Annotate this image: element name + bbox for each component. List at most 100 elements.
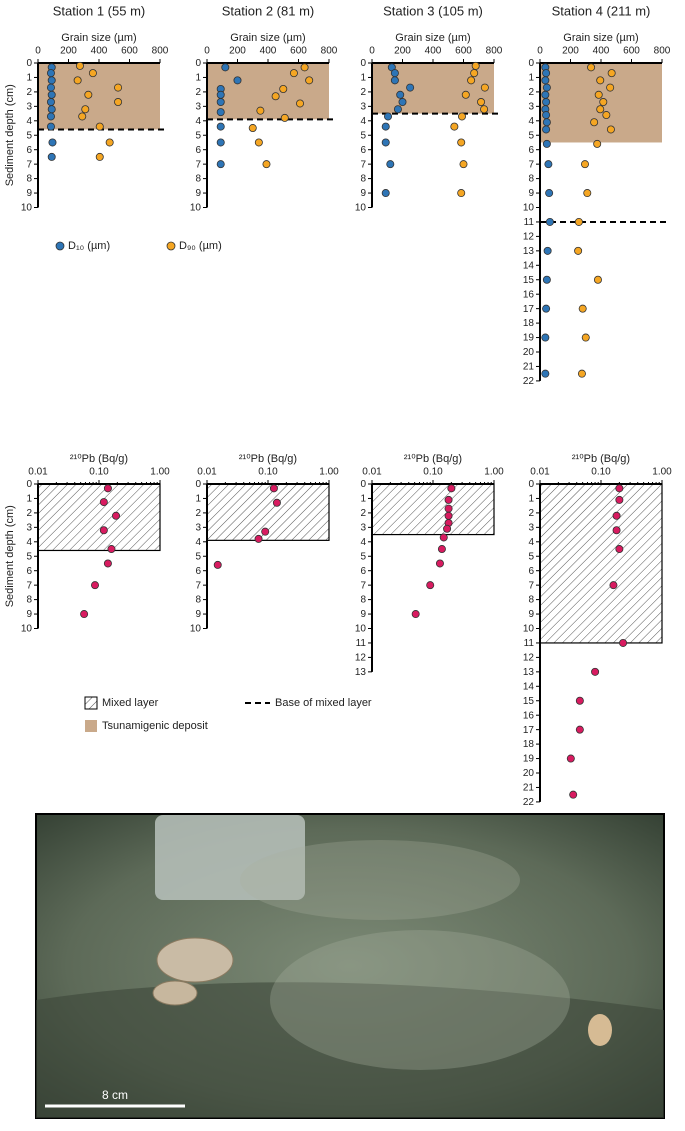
y-tick-label: 8 [528,174,534,185]
y-axis-label: Sediment depth (cm) [4,84,16,186]
point [591,667,600,676]
y-tick-label: 10 [355,624,367,635]
point [84,90,93,99]
point [390,76,399,85]
y-tick-label: 3 [26,101,32,112]
point [256,106,265,115]
x-tick-label: 0.01 [197,467,217,478]
point [606,125,615,134]
y-tick-label: 13 [523,246,535,257]
point [575,696,584,705]
point [261,527,270,536]
point [596,76,605,85]
x-tick-label: 600 [290,46,307,57]
y-tick-label: 8 [360,595,366,606]
x-tick-label: 600 [623,46,640,57]
point [216,138,225,147]
x-tick-label: 200 [60,46,77,57]
y-tick-label: 14 [523,681,535,692]
point [541,369,550,378]
point [544,160,553,169]
point [457,112,466,121]
point [447,484,456,493]
point [73,76,82,85]
y-tick-label: 7 [26,580,32,591]
point [300,63,309,72]
point [426,581,435,590]
point [602,111,611,120]
y-tick-label: 15 [523,275,535,286]
y-tick-label: 16 [523,710,535,721]
y-tick-label: 0 [360,479,366,490]
point [47,76,56,85]
point [581,333,590,342]
legend-label: D₉₀ (µm) [179,240,222,252]
station-title: Station 2 (81 m) [222,3,315,18]
y-tick-label: 7 [528,159,534,170]
point [609,581,618,590]
y-tick-label: 0 [528,479,534,490]
legend-label: Base of mixed layer [275,697,372,709]
x-tick-label: 1.00 [319,467,339,478]
point [607,69,616,78]
y-tick-label: 14 [523,260,535,271]
point [593,275,602,284]
y-tick-label: 11 [524,217,535,228]
y-tick-label: 20 [523,347,535,358]
y-tick-label: 13 [523,667,535,678]
y-tick-label: 9 [195,609,201,620]
x-tick-label: 400 [91,46,108,57]
y-tick-label: 6 [528,145,534,156]
y-tick-label: 4 [26,116,32,127]
y-tick-label: 0 [360,58,366,69]
point [593,139,602,148]
point [583,189,592,198]
point [543,246,552,255]
y-tick-label: 4 [360,537,366,548]
point [457,189,466,198]
y-tick-label: 19 [523,754,535,765]
y-tick-label: 4 [195,537,201,548]
point [575,725,584,734]
y-tick-label: 9 [26,609,32,620]
y-tick-label: 7 [195,159,201,170]
point [114,83,123,92]
point [47,90,56,99]
point [103,484,112,493]
point [46,69,55,78]
point [542,98,551,107]
x-axis-label: ²¹⁰Pb (Bq/g) [239,453,297,465]
y-tick-label: 3 [360,522,366,533]
point [75,61,84,70]
point [542,125,551,134]
y-tick-label: 10 [21,624,33,635]
point [545,217,554,226]
point [578,304,587,313]
scale-label: 8 cm [102,1088,128,1102]
y-tick-label: 1 [360,73,366,84]
y-tick-label: 1 [360,494,366,505]
y-tick-label: 5 [195,551,201,562]
y-tick-label: 17 [523,725,535,736]
point [381,189,390,198]
y-tick-label: 11 [524,638,535,649]
y-tick-label: 1 [528,494,534,505]
x-tick-label: 0.01 [530,467,550,478]
point [216,90,225,99]
point [612,526,621,535]
point [216,108,225,117]
y-tick-label: 0 [528,58,534,69]
y-tick-label: 18 [523,739,535,750]
y-tick-label: 10 [523,203,535,214]
point [480,83,489,92]
x-tick-label: 0.01 [28,467,48,478]
y-tick-label: 0 [26,58,32,69]
legend-deposit [85,720,97,732]
x-tick-label: 400 [593,46,610,57]
point [541,76,550,85]
point [470,69,479,78]
y-tick-label: 6 [26,566,32,577]
point [248,124,257,133]
point [439,533,448,542]
point [381,122,390,131]
